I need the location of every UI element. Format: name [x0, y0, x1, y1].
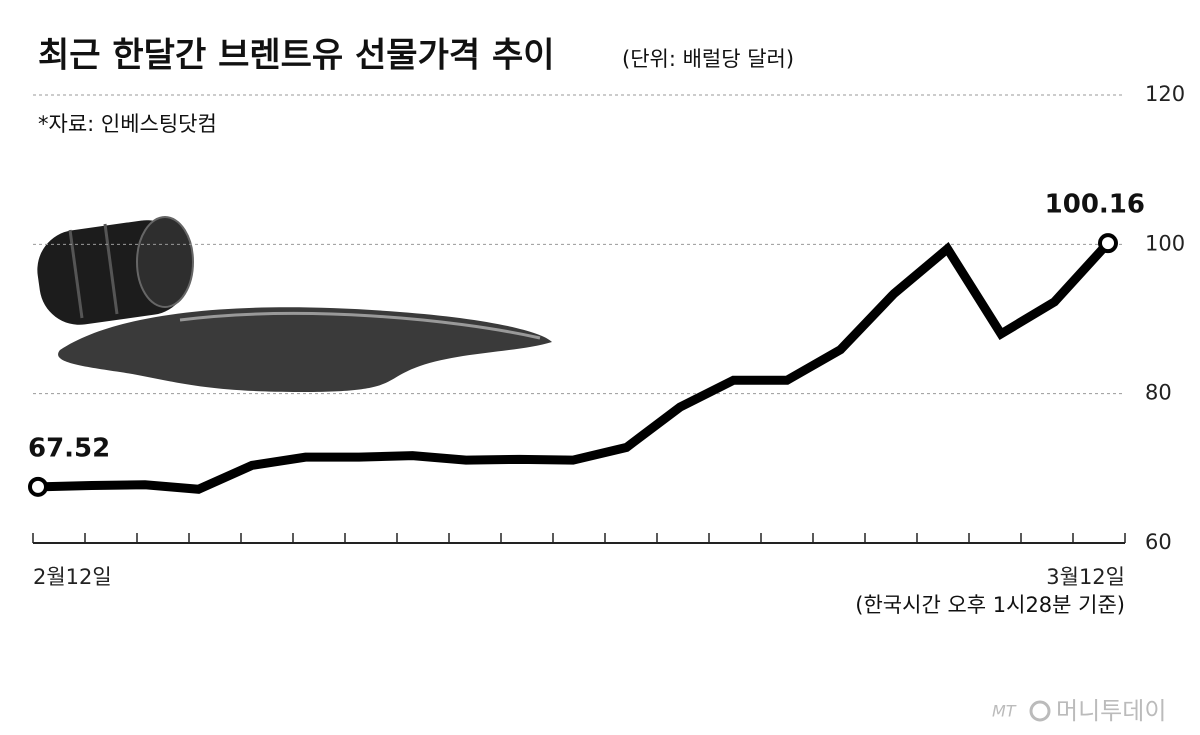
source-label: *자료: 인베스팅닷컴 — [38, 112, 217, 136]
end-marker — [1098, 233, 1118, 254]
barrel-ring — [103, 223, 119, 315]
y-tick-label: 80 — [1145, 381, 1172, 405]
y-tick-label: 60 — [1145, 530, 1172, 554]
logo-mark: MT — [992, 702, 1017, 721]
oil-spill — [58, 307, 552, 392]
logo-text: 머니투데이 — [1056, 697, 1166, 725]
unit-label: (단위: 배럴당 달러) — [622, 47, 794, 71]
chart-title: 최근 한달간 브렌트유 선물가격 추이 — [38, 36, 555, 76]
y-tick-label: 100 — [1145, 231, 1185, 255]
line — [37, 240, 1112, 494]
logo-icon — [1029, 700, 1051, 722]
oil-illustration — [37, 216, 552, 392]
note-label: (한국시간 오후 1시28분 기준) — [855, 593, 1125, 617]
value-label: 67.52 — [28, 433, 110, 463]
oil-shine — [179, 311, 541, 340]
x-tick-label: 3월12일 — [1046, 565, 1125, 589]
logo: MT 머니투데이 — [992, 697, 1166, 725]
y-tick-label: 120 — [1145, 82, 1185, 106]
barrel-lid — [136, 216, 194, 308]
end-marker — [28, 476, 48, 497]
value-label: 100.16 — [1045, 190, 1145, 220]
x-tick-label: 2월12일 — [33, 565, 112, 589]
